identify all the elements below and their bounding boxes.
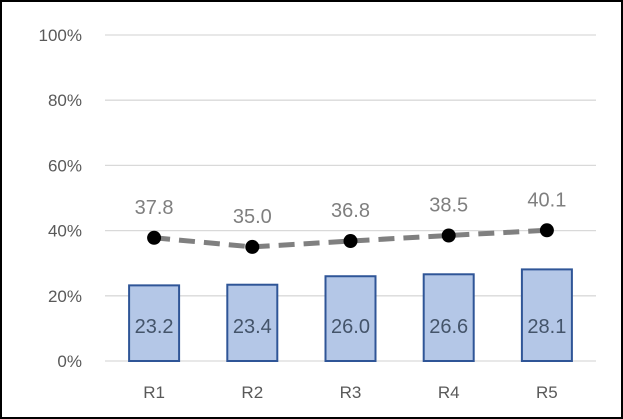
line-point	[245, 239, 260, 254]
line-point	[147, 230, 162, 245]
line-point	[539, 223, 554, 238]
bar-value-label: 23.4	[233, 316, 272, 338]
bar	[324, 275, 377, 362]
bar-value-label: 26.6	[429, 316, 468, 338]
bar-series: 23.2 23.4 26.0 26.6 28.1	[128, 268, 573, 363]
x-tick-label: R4	[438, 383, 460, 402]
line-value-label: 40.1	[527, 189, 566, 211]
gridlines	[105, 34, 596, 362]
line-series: 37.8 35.0 36.8 38.5 40.1	[135, 189, 566, 254]
line-point	[441, 228, 456, 243]
y-tick-label: 20%	[48, 287, 82, 306]
line-series-path	[153, 227, 548, 250]
y-axis-tick-labels: 0% 20% 40% 60% 80% 100%	[39, 26, 82, 371]
bar-value-label: 28.1	[527, 316, 566, 338]
y-tick-label: 60%	[48, 156, 82, 175]
bar	[226, 283, 279, 362]
bar	[128, 284, 181, 363]
line-value-label: 36.8	[331, 200, 370, 222]
x-axis-tick-labels: R1 R2 R3 R4 R5	[143, 383, 558, 402]
line-value-label: 38.5	[429, 194, 468, 216]
x-tick-label: R5	[536, 383, 558, 402]
bar	[520, 268, 573, 363]
y-tick-label: 80%	[48, 91, 82, 110]
line-value-label: 35.0	[233, 206, 272, 228]
y-tick-label: 0%	[57, 352, 82, 371]
x-tick-label: R1	[143, 383, 165, 402]
bar-value-label: 23.2	[135, 316, 174, 338]
line-point	[343, 234, 358, 249]
y-tick-label: 100%	[39, 26, 82, 45]
bar	[422, 273, 475, 362]
line-value-label: 37.8	[135, 197, 174, 219]
bar-value-label: 26.0	[331, 316, 370, 338]
x-tick-label: R2	[241, 383, 263, 402]
x-tick-label: R3	[340, 383, 362, 402]
y-tick-label: 40%	[48, 222, 82, 241]
